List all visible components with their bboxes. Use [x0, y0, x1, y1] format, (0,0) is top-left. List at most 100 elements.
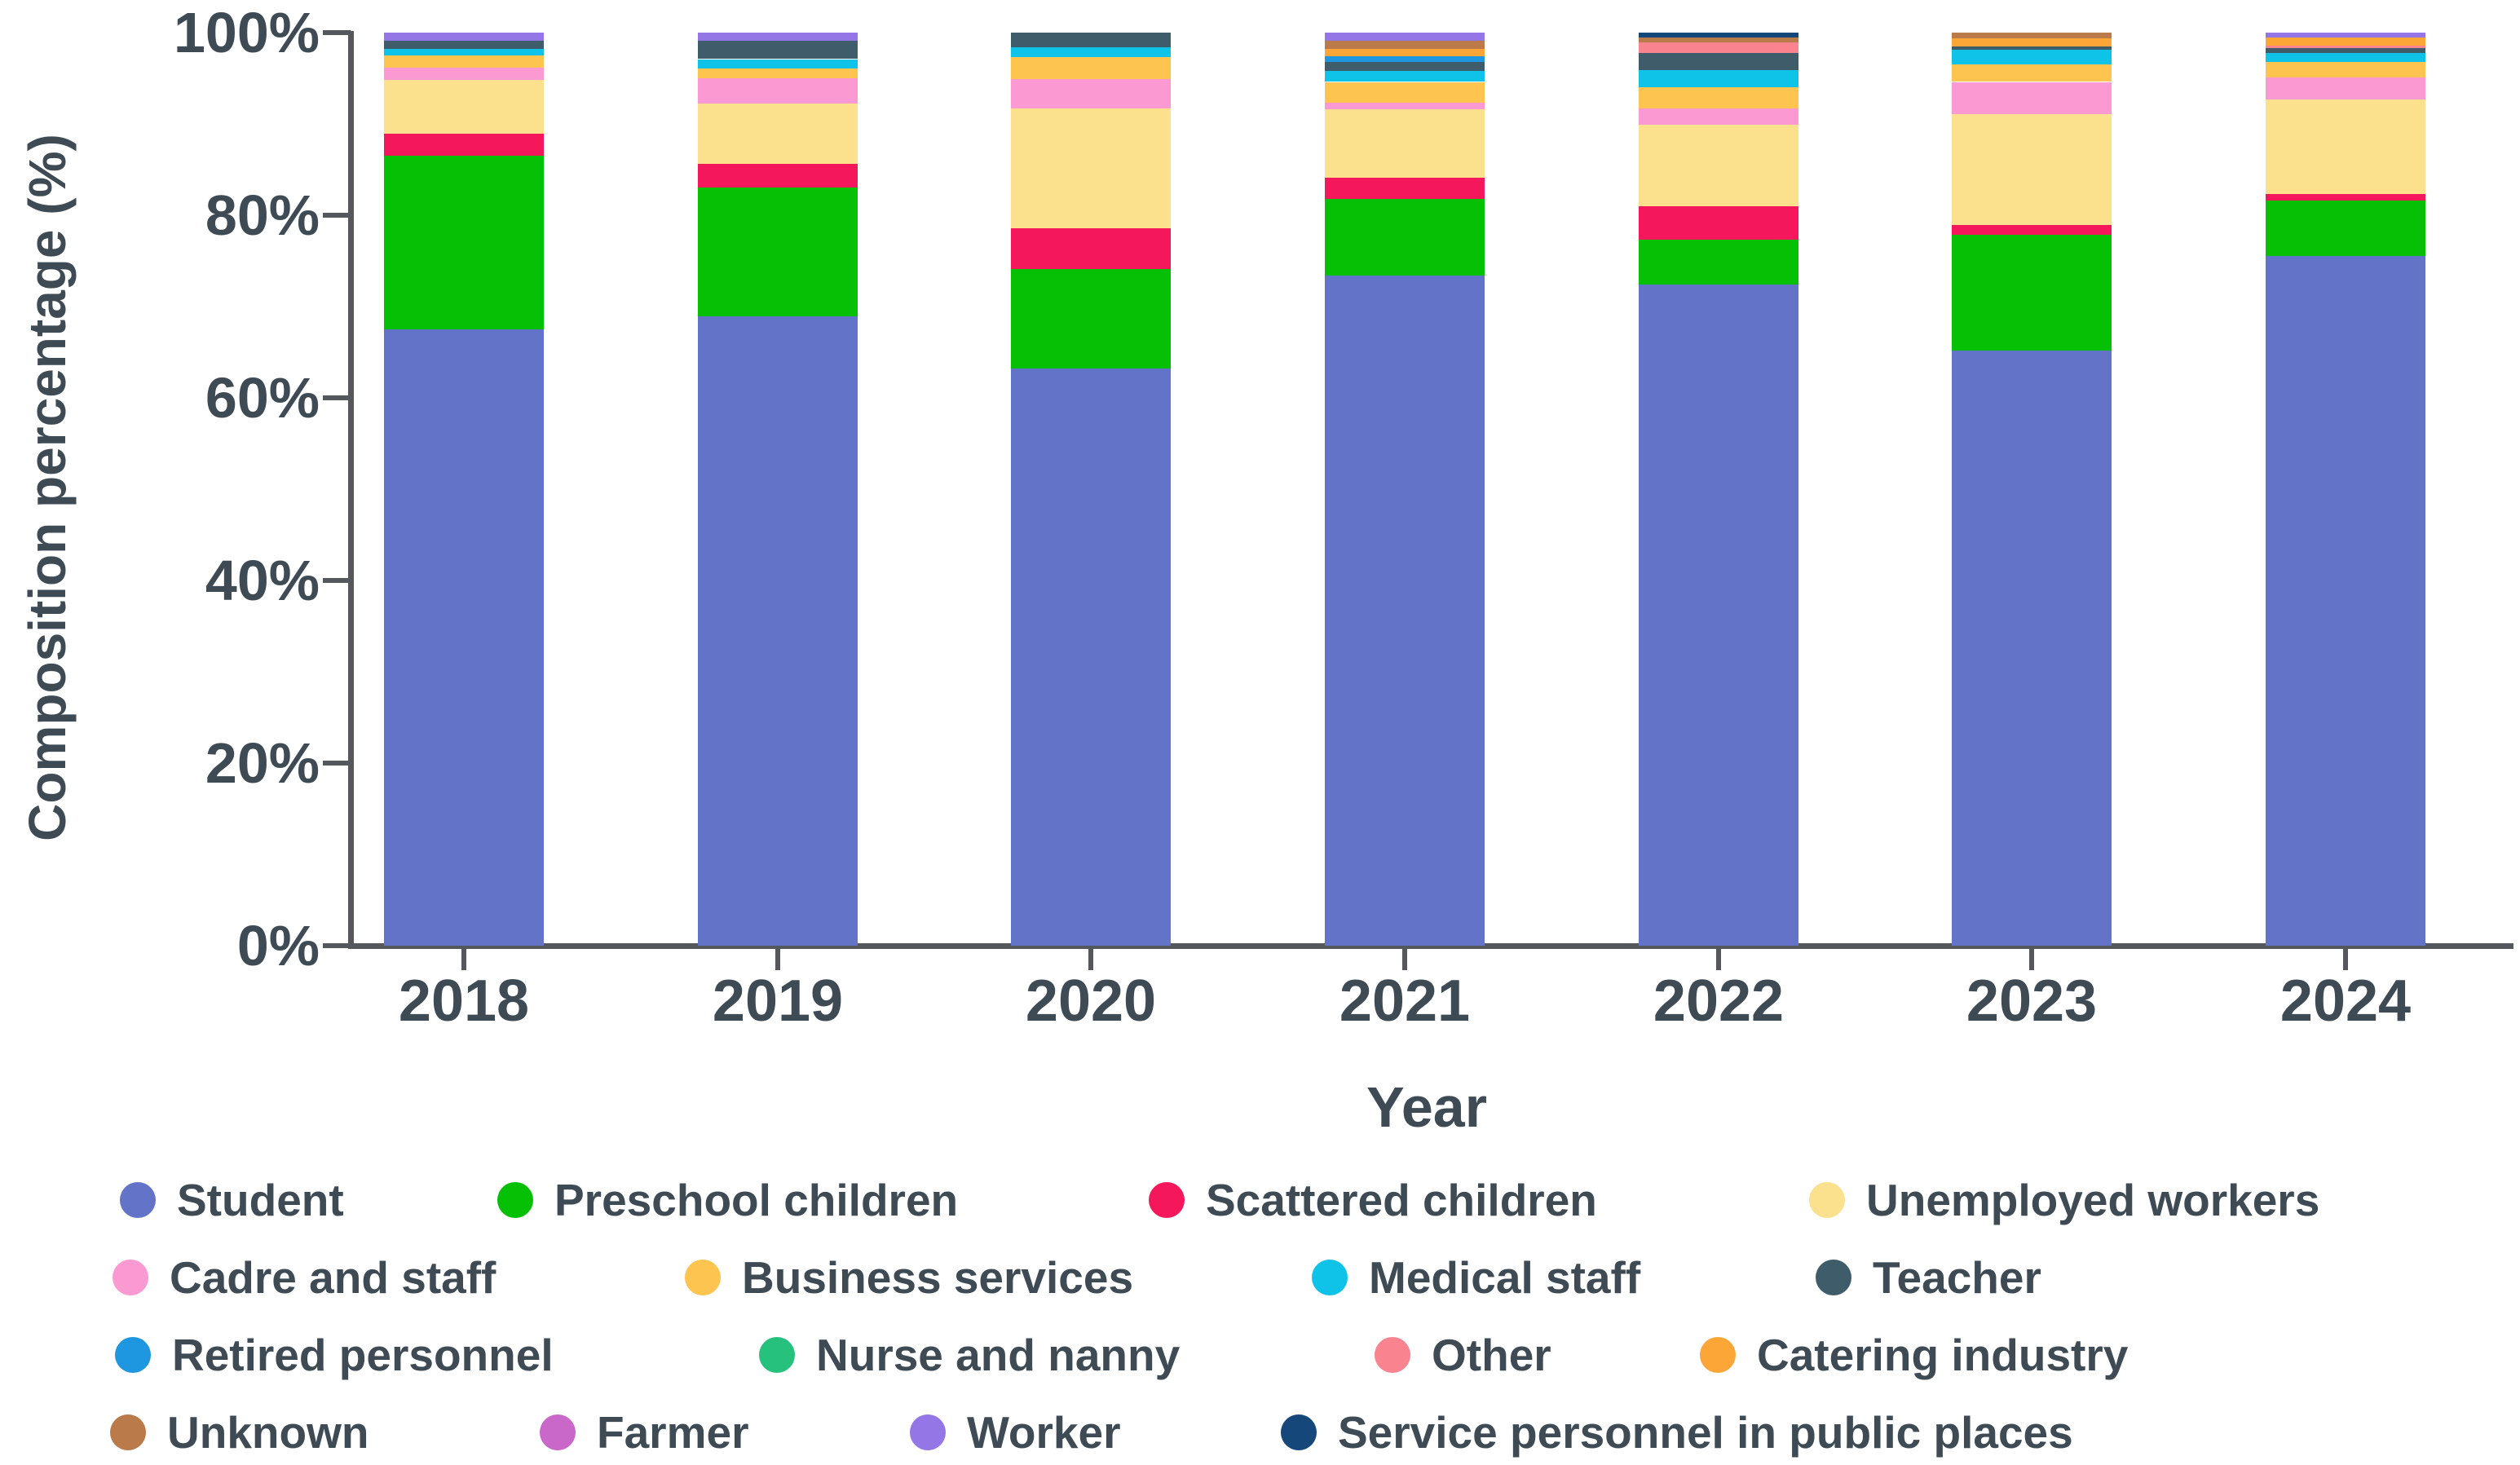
- legend-label-cadre-and-staff: Cadre and staff: [170, 1252, 496, 1303]
- legend-label-farmer: Farmer: [597, 1407, 749, 1458]
- bar-2023-segment-catering-industry: [1952, 38, 2112, 46]
- x-tick-2019: [775, 949, 780, 970]
- bar-2018-segment-scattered-children: [384, 134, 544, 157]
- legend-item-business-services: Business services: [685, 1252, 1133, 1303]
- bar-2020-segment-business-services: [1011, 57, 1171, 80]
- legend-item-unknown: Unknown: [110, 1407, 369, 1458]
- bar-2019-segment-worker: [698, 33, 858, 42]
- legend-item-unemployed-workers: Unemployed workers: [1809, 1175, 2319, 1225]
- bar-2021-segment-unemployed-workers: [1325, 109, 1485, 179]
- bar-2020-segment-preschool-children: [1011, 269, 1171, 369]
- y-tick-label-0: 0%: [236, 914, 320, 977]
- bar-2023-segment-teacher: [1952, 46, 2112, 51]
- bar-2018-segment-worker: [384, 33, 544, 42]
- bar-2023-segment-preschool-children: [1952, 234, 2112, 351]
- y-tick-0: [323, 943, 351, 948]
- bar-2019-segment-medical-staff: [698, 59, 858, 68]
- bar-2022-segment-teacher: [1639, 52, 1798, 70]
- bar-2022-segment-student: [1639, 285, 1798, 946]
- x-axis-title: Year: [1366, 1075, 1487, 1139]
- y-axis-title: Composition percentage (%): [18, 134, 77, 841]
- bar-2023: [1952, 33, 2112, 946]
- bar-2024-segment-teacher: [2266, 48, 2425, 53]
- bar-2020-segment-scattered-children: [1011, 227, 1171, 270]
- bar-2023-segment-student: [1952, 350, 2112, 946]
- x-tick-2018: [461, 949, 466, 970]
- legend-item-other: Other: [1375, 1330, 1551, 1380]
- bar-2020-segment-cadre-and-staff: [1011, 79, 1171, 108]
- x-tick-2022: [1716, 949, 1721, 970]
- bar-2023-segment-cadre-and-staff: [1952, 82, 2112, 114]
- bar-2022-segment-business-services: [1639, 87, 1798, 108]
- bar-2021-segment-cadre-and-staff: [1325, 103, 1485, 110]
- y-tick-label-80: 80%: [205, 183, 320, 247]
- bar-2024-segment-unemployed-workers: [2266, 99, 2425, 195]
- bar-2022-segment-cadre-and-staff: [1639, 108, 1798, 126]
- legend-dot-farmer: [540, 1414, 576, 1450]
- bar-2023-segment-scattered-children: [1952, 225, 2112, 235]
- y-axis-line: [348, 31, 354, 949]
- bar-2019-segment-teacher: [698, 41, 858, 60]
- x-tick-label-2023: 2023: [1966, 969, 2098, 1034]
- x-axis-line: [348, 943, 2513, 949]
- bar-2021-segment-unknown: [1325, 41, 1485, 50]
- legend-label-unemployed-workers: Unemployed workers: [1866, 1175, 2320, 1225]
- bar-2024: [2266, 33, 2425, 946]
- bar-2018-segment-preschool-children: [384, 156, 544, 329]
- y-tick-20: [323, 761, 351, 766]
- x-tick-label-2021: 2021: [1339, 969, 1471, 1034]
- bar-2018-segment-student: [384, 329, 544, 946]
- legend-label-medical-staff: Medical staff: [1369, 1252, 1641, 1303]
- legend-label-retired-personnel: Retired personnel: [172, 1330, 554, 1380]
- legend-label-teacher: Teacher: [1873, 1252, 2041, 1303]
- bar-2024-segment-business-services: [2266, 61, 2425, 77]
- bar-2019-segment-student: [698, 316, 858, 946]
- bar-2022-segment-unemployed-workers: [1639, 125, 1798, 206]
- legend-item-catering-industry: Catering industry: [1700, 1330, 2128, 1380]
- legend-item-farmer: Farmer: [540, 1407, 748, 1458]
- bar-2021-segment-medical-staff: [1325, 71, 1485, 82]
- legend-label-other: Other: [1432, 1330, 1551, 1380]
- y-tick-label-100: 100%: [173, 1, 320, 64]
- bar-2019-segment-unemployed-workers: [698, 104, 858, 165]
- bar-2022-segment-unknown: [1639, 37, 1798, 43]
- bar-2024-segment-cadre-and-staff: [2266, 77, 2425, 99]
- legend-dot-catering-industry: [1700, 1337, 1736, 1373]
- y-tick-40: [323, 578, 351, 583]
- bar-2021-segment-scattered-children: [1325, 178, 1485, 199]
- bar-2024-segment-medical-staff: [2266, 52, 2425, 62]
- legend-dot-worker: [910, 1414, 946, 1450]
- bar-2020-segment-teacher: [1011, 33, 1171, 47]
- legend-dot-unknown: [110, 1414, 146, 1450]
- legend-item-worker: Worker: [910, 1407, 1121, 1458]
- legend-dot-medical-staff: [1312, 1260, 1348, 1295]
- bar-2023-segment-unemployed-workers: [1952, 113, 2112, 226]
- legend-dot-nurse-and-nanny: [759, 1337, 795, 1373]
- bar-2023-segment-business-services: [1952, 64, 2112, 82]
- legend-label-nurse-and-nanny: Nurse and nanny: [816, 1330, 1181, 1380]
- legend-label-scattered-children: Scattered children: [1206, 1175, 1597, 1225]
- legend-label-preschool-children: Preschool children: [554, 1175, 959, 1225]
- legend-item-medical-staff: Medical staff: [1312, 1252, 1640, 1303]
- legend-item-service-personnel-in-public-places: Service personnel in public places: [1281, 1407, 2073, 1458]
- legend-label-service-personnel-in-public-places: Service personnel in public places: [1338, 1407, 2073, 1458]
- bar-2024-segment-other: [2266, 45, 2425, 49]
- x-tick-label-2024: 2024: [2279, 969, 2412, 1034]
- x-tick-label-2022: 2022: [1653, 969, 1785, 1034]
- bar-2021-segment-retired-personnel: [1325, 56, 1485, 62]
- bar-2021-segment-teacher: [1325, 61, 1485, 72]
- bar-2018: [384, 33, 544, 946]
- bar-2022-segment-medical-staff: [1639, 69, 1798, 88]
- bar-2022-segment-scattered-children: [1639, 205, 1798, 240]
- bar-2019-segment-cadre-and-staff: [698, 78, 858, 104]
- bar-2018-segment-business-services: [384, 55, 544, 68]
- x-tick-label-2019: 2019: [712, 969, 844, 1034]
- legend-label-business-services: Business services: [742, 1252, 1134, 1303]
- bar-2019-segment-business-services: [698, 68, 858, 78]
- legend-item-preschool-children: Preschool children: [497, 1175, 958, 1225]
- legend-dot-cadre-and-staff: [113, 1260, 148, 1295]
- legend-dot-student: [120, 1182, 156, 1218]
- bar-2019-segment-preschool-children: [698, 188, 858, 317]
- bar-2021-segment-preschool-children: [1325, 198, 1485, 276]
- legend-label-student: Student: [177, 1175, 344, 1225]
